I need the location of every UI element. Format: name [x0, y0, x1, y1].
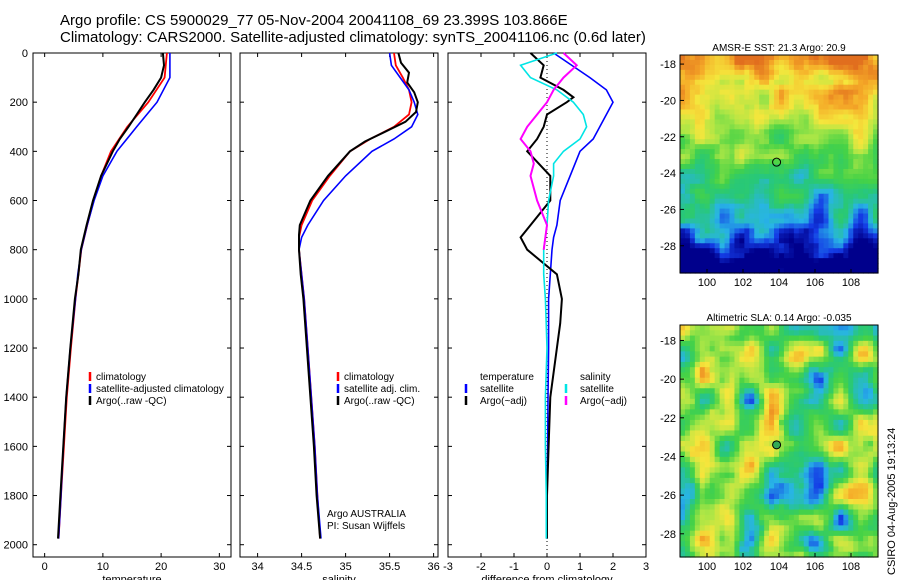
legend-label: satellite adj. clim. — [344, 384, 420, 395]
y-tick-label: -18 — [660, 59, 676, 71]
x-tick-label: 106 — [806, 561, 824, 573]
legend-label: climatology — [344, 372, 394, 383]
y-tick-label: 400 — [10, 146, 28, 158]
profile-panel-temperature: 0 10 20 30 temperature 0 200 400 600 800 1000 1200 1… — [4, 48, 232, 580]
map-field — [680, 55, 879, 274]
x-tick-label: 102 — [734, 277, 752, 289]
panel-annotation: PI: Susan Wijffels — [327, 521, 405, 532]
series-line-satellite-adj-clim- — [298, 52, 419, 539]
y-tick-label: 600 — [10, 196, 28, 208]
x-tick-label: 20 — [155, 561, 167, 573]
x-tick-label: 35 — [339, 561, 351, 573]
y-tick-label: -28 — [660, 529, 676, 541]
x-tick-label: 100 — [698, 561, 716, 573]
y-tick-label: -20 — [660, 374, 676, 386]
series-line-salinity-satellite — [519, 52, 588, 539]
y-tick-label: -24 — [660, 168, 676, 180]
y-tick-label: 0 — [22, 48, 28, 60]
map-field — [680, 325, 879, 558]
series-line-temperature-satellite — [546, 52, 614, 539]
x-tick-label: 34 — [251, 561, 263, 573]
footer-credit: CSIRO 04-Aug-2005 19:13:24 — [886, 427, 898, 575]
legend-label: satellite-adjusted climatology — [96, 384, 224, 395]
argo-position-marker — [772, 440, 782, 450]
x-tick-label: 1 — [577, 561, 583, 573]
y-tick-label: 1000 — [4, 294, 28, 306]
y-tick-label: -26 — [660, 204, 676, 216]
map-panel-sla_map: Altimetric SLA: 0.14 Argo: -0.035 100 102 1… — [660, 313, 879, 573]
series-line-temperature-argo-adj- — [519, 52, 576, 539]
y-tick-label: 1800 — [4, 491, 28, 503]
x-tick-label: 35.5 — [379, 561, 400, 573]
x-tick-label: 106 — [806, 277, 824, 289]
x-tick-label: 34.5 — [291, 561, 312, 573]
x-axis-label: salinity — [322, 574, 356, 580]
y-tick-label: 1600 — [4, 441, 28, 453]
legend-label: Argo(..raw -QC) — [96, 396, 167, 407]
x-axis-label: temperature — [102, 574, 161, 580]
x-tick-label: 104 — [770, 277, 788, 289]
x-tick-label: 0 — [42, 561, 48, 573]
x-tick-label: 108 — [842, 277, 860, 289]
x-tick-label: 104 — [770, 561, 788, 573]
series-line-argo-raw-qc- — [298, 52, 419, 539]
x-tick-label: 36 — [427, 561, 439, 573]
x-tick-label: 3 — [643, 561, 649, 573]
legend-label: satellite — [580, 384, 614, 395]
x-tick-label: 100 — [698, 277, 716, 289]
x-tick-label: 108 — [842, 561, 860, 573]
legend-label: satellite — [480, 384, 514, 395]
series-line-argo-raw-qc- — [57, 52, 166, 539]
y-tick-label: -22 — [660, 132, 676, 144]
argo-position-marker — [772, 157, 782, 167]
plot-frame — [32, 52, 232, 558]
legend-label: Argo(..raw -QC) — [344, 396, 415, 407]
profile-panel-difference: -3 -2 -1 0 1 2 3 difference from climatology tem… — [443, 52, 649, 580]
plot-frame — [239, 52, 439, 558]
y-tick-label: -18 — [660, 335, 676, 347]
legend-label: temperature — [480, 372, 534, 383]
y-tick-label: 200 — [10, 97, 28, 109]
y-tick-label: -24 — [660, 451, 676, 463]
x-tick-label: 10 — [97, 561, 109, 573]
y-tick-label: -22 — [660, 413, 676, 425]
x-tick-label: 0 — [544, 561, 550, 573]
y-tick-label: 2000 — [4, 540, 28, 552]
x-axis-label: difference from climatology — [481, 574, 613, 580]
y-tick-label: 1400 — [4, 392, 28, 404]
x-tick-label: -3 — [443, 561, 453, 573]
panel-annotation: Argo AUSTRALIA — [327, 509, 406, 520]
legend-label: Argo(~adj) — [480, 396, 527, 407]
y-tick-label: 800 — [10, 245, 28, 257]
x-tick-label: 2 — [610, 561, 616, 573]
profile-panel-salinity: 34 34.5 35 35.5 36 salinity climatologysatelli… — [239, 52, 440, 580]
x-tick-label: 102 — [734, 561, 752, 573]
y-tick-label: -28 — [660, 241, 676, 253]
map-title: AMSR-E SST: 21.3 Argo: 20.9 — [712, 43, 846, 54]
figure-title-line1: Argo profile: CS 5900029_77 05-Nov-2004 … — [60, 12, 568, 29]
legend-label: salinity — [580, 372, 611, 383]
map-title: Altimetric SLA: 0.14 Argo: -0.035 — [706, 313, 852, 324]
figure-title-line2: Climatology: CARS2000. Satellite-adjuste… — [60, 29, 646, 46]
x-tick-label: -2 — [476, 561, 486, 573]
legend-label: climatology — [96, 372, 146, 383]
y-tick-label: -20 — [660, 95, 676, 107]
y-tick-label: -26 — [660, 490, 676, 502]
series-line-salinity-argo-adj- — [519, 52, 579, 250]
x-tick-label: -1 — [509, 561, 519, 573]
map-panel-sst_map: AMSR-E SST: 21.3 Argo: 20.9 100 102 104 106 1… — [660, 43, 879, 289]
x-tick-label: 30 — [213, 561, 225, 573]
y-tick-label: 1200 — [4, 343, 28, 355]
legend-label: Argo(~adj) — [580, 396, 627, 407]
